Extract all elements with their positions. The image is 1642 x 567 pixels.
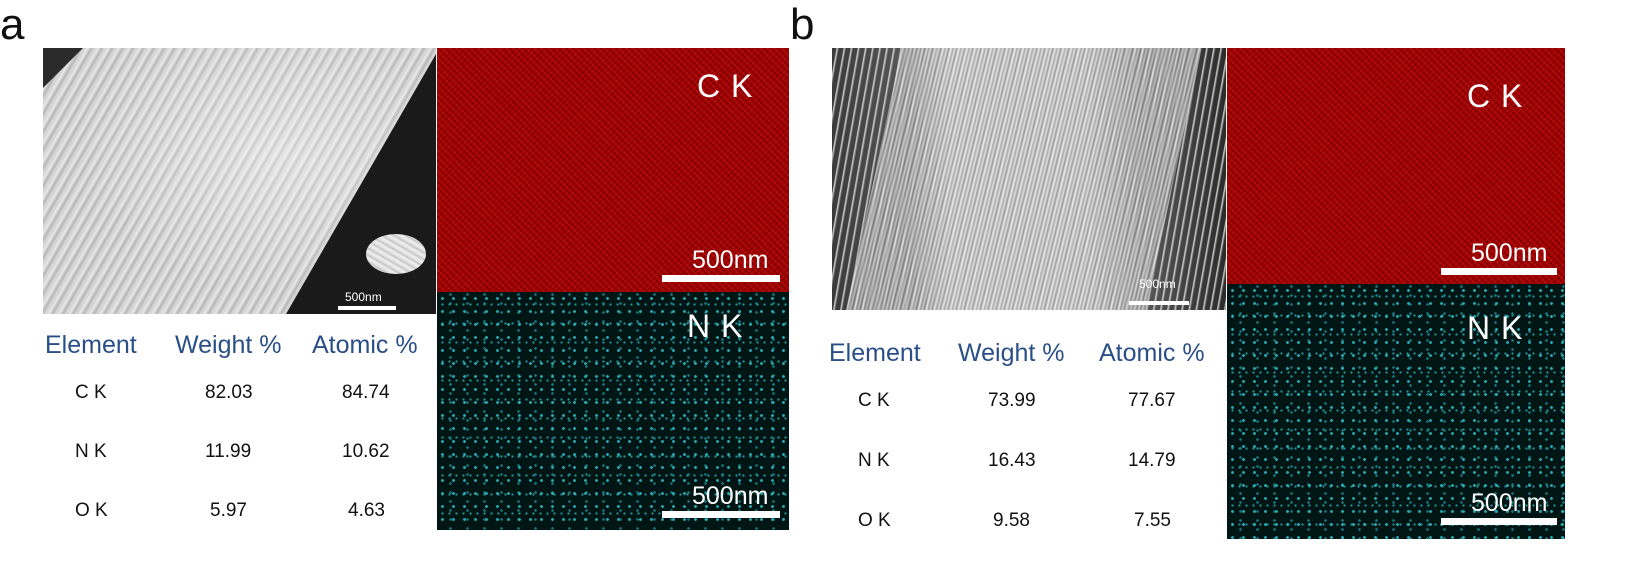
panel-b-nk-map: N K 500nm [1227, 284, 1565, 539]
table-cell: 10.62 [342, 441, 390, 462]
table-cell: 9.58 [993, 510, 1030, 531]
table-header-weight: Weight % [175, 331, 282, 359]
panel-a-label: a [0, 0, 25, 49]
table-cell: 14.79 [1128, 450, 1176, 471]
panel-b-nk-label: N K [1467, 310, 1524, 346]
panel-b-ck-label: C K [1467, 78, 1524, 114]
panel-b-label: b [790, 0, 815, 49]
panel-a-sem-scale-text: 500nm [345, 290, 382, 304]
table-cell: 7.55 [1134, 510, 1171, 531]
panel-b-nk-scale-bar [1441, 518, 1557, 525]
sem-shadow [43, 48, 83, 88]
panel-b-ck-scale-text: 500nm [1471, 239, 1548, 267]
table-header-element: Element [829, 339, 921, 367]
panel-b-ck-scale-bar [1441, 268, 1557, 275]
panel-b-ck-map: C K 500nm [1227, 48, 1565, 284]
panel-a-sem-image: 500nm [43, 48, 436, 314]
panel-b-sem-image: 500nm [832, 48, 1226, 310]
panel-a-nk-map: N K 500nm [437, 292, 789, 530]
panel-a-nk-label: N K [687, 308, 744, 344]
table-header-element: Element [45, 331, 137, 359]
table-cell: N K [858, 450, 890, 471]
panel-a-ck-scale-bar [662, 275, 780, 282]
panel-a-sem-scale-bar [338, 306, 396, 310]
panel-a-ck-map: C K 500nm [437, 48, 789, 292]
table-header-atomic: Atomic % [312, 331, 418, 359]
table-cell: N K [75, 441, 107, 462]
table-header-weight: Weight % [958, 339, 1065, 367]
sem-background [286, 54, 436, 314]
panel-b-sem-scale-text: 500nm [1139, 277, 1176, 291]
table-header-atomic: Atomic % [1099, 339, 1205, 367]
sem-particle [366, 234, 426, 274]
panel-a-ck-label: C K [697, 68, 754, 104]
panel-b-sem-scale-bar [1129, 301, 1189, 305]
table-cell: O K [75, 500, 108, 521]
table-cell: 82.03 [205, 382, 253, 403]
table-cell: 84.74 [342, 382, 390, 403]
table-cell: 11.99 [205, 441, 252, 462]
table-cell: O K [858, 510, 891, 531]
table-cell: 5.97 [210, 500, 247, 521]
table-cell: 4.63 [348, 500, 385, 521]
panel-a-ck-scale-text: 500nm [692, 246, 769, 274]
panel-b-nk-scale-text: 500nm [1471, 489, 1548, 517]
table-cell: 16.43 [988, 450, 1036, 471]
table-cell: C K [75, 382, 107, 403]
sem-fiber-bundle [837, 48, 1207, 310]
table-cell: 73.99 [988, 390, 1036, 411]
table-cell: C K [858, 390, 890, 411]
panel-a-nk-scale-bar [662, 511, 780, 518]
table-cell: 77.67 [1128, 390, 1176, 411]
panel-a-nk-scale-text: 500nm [692, 482, 769, 510]
